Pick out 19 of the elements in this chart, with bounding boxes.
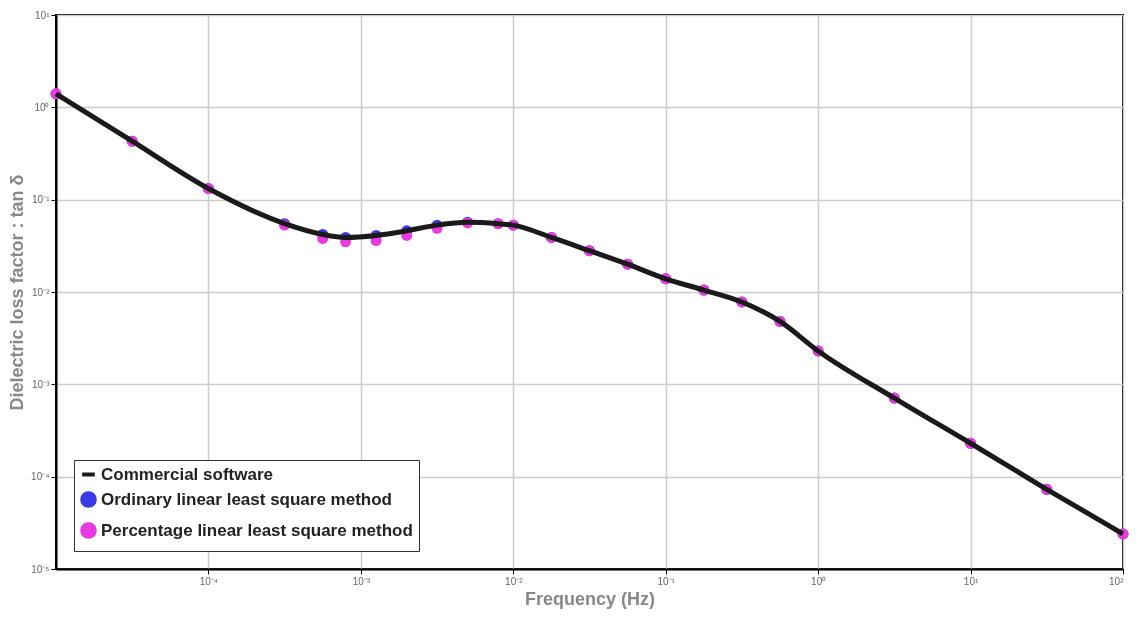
legend-label: Percentage linear least square method <box>101 520 413 540</box>
x-tick-label: 10⁰ <box>811 575 827 587</box>
y-tick-label: 10⁻⁵ <box>31 563 50 575</box>
x-axis-title: Frequency (Hz) <box>524 588 656 609</box>
y-tick-label: 10¹ <box>35 9 51 21</box>
legend-label: Commercial software <box>101 464 273 484</box>
x-tick-label: 10⁻⁴ <box>199 575 219 587</box>
x-tick-label: 10² <box>1109 575 1125 587</box>
x-tick-label: 10⁻² <box>505 575 524 587</box>
x-tick-label: 10⁻³ <box>352 575 371 587</box>
y-tick-label: 10⁰ <box>34 101 50 113</box>
y-tick-label: 10⁻¹ <box>32 194 51 206</box>
y-axis-title: Dielectric loss factor : tan δ <box>7 174 28 411</box>
y-tick-label: 10⁻² <box>32 286 51 298</box>
legend-label: Ordinary linear least square method <box>101 489 392 509</box>
y-tick-label: 10⁻³ <box>32 378 51 390</box>
x-tick-label: 10¹ <box>963 575 979 587</box>
y-tick-label: 10⁻⁴ <box>31 471 50 483</box>
x-tick-label: 10⁻¹ <box>657 575 676 587</box>
